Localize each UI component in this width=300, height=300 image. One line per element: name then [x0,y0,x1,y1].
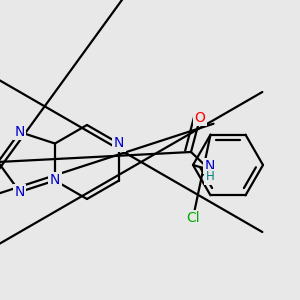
Text: N: N [50,173,60,188]
Text: Cl: Cl [186,211,200,225]
Text: N: N [114,136,124,151]
Text: O: O [195,111,206,125]
Text: N: N [15,125,25,139]
Text: N: N [205,159,215,173]
Text: N: N [15,185,25,199]
Text: H: H [206,170,214,184]
